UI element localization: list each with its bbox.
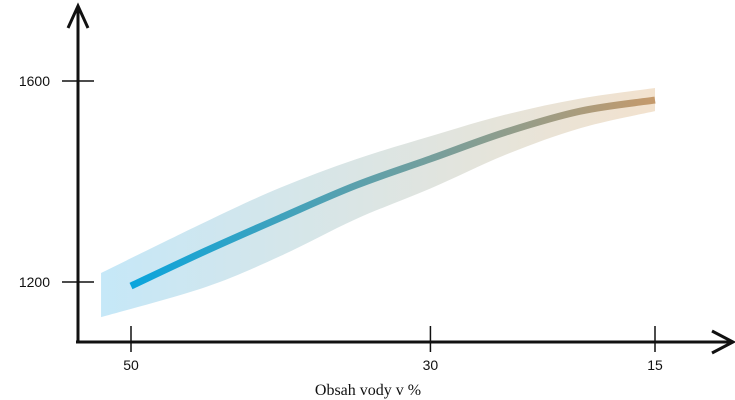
series-layer <box>129 96 656 290</box>
x-axis-label: Obsah vody v % <box>315 382 421 399</box>
x-tick-label: 50 <box>123 357 139 373</box>
y-tick-label: 1200 <box>19 274 50 290</box>
x-axis-arrow <box>711 329 735 355</box>
y-axis-arrow <box>66 2 90 29</box>
y-tick-label: 1600 <box>19 73 50 89</box>
series-line <box>129 96 656 290</box>
tick-layer: 50 30 15 1200 1600 <box>19 73 663 373</box>
uncertainty-band <box>101 88 656 318</box>
x-tick-label: 15 <box>647 357 663 373</box>
x-tick-label: 30 <box>423 357 439 373</box>
uncertainty-band-layer <box>101 88 656 318</box>
